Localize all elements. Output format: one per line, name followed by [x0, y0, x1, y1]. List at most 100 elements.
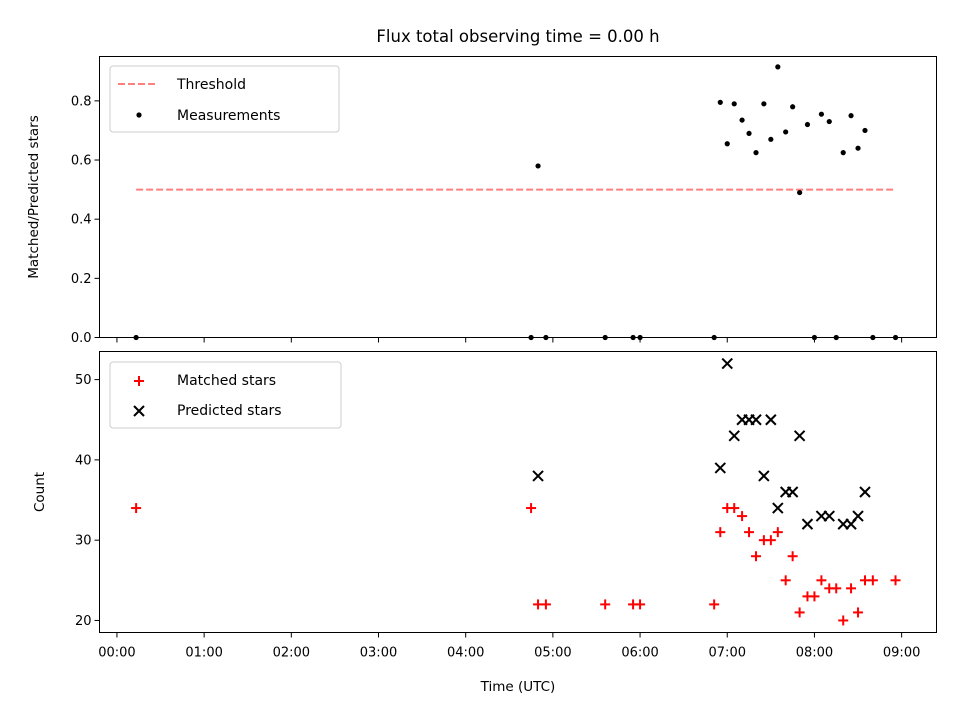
measurement-point: [761, 101, 767, 107]
matched-star-point: [831, 583, 842, 594]
ratio-legend: Threshold Measurements: [109, 65, 340, 133]
measurement-point: [790, 104, 796, 110]
matched-legend-marker: [134, 376, 144, 386]
count-y-tick-label: 20: [75, 614, 92, 629]
predicted-star-point: [859, 486, 871, 498]
measurement-point: [724, 141, 730, 147]
measurement-point: [862, 127, 868, 134]
predicted-star-point: [823, 510, 835, 522]
count-y-ticks: 20 30 40 50: [75, 373, 100, 629]
measurement-point: [768, 136, 774, 142]
ratio-y-tick-label: 0.2: [71, 272, 92, 287]
predicted-star-point: [765, 414, 777, 426]
count-x-tick-label: 02:00: [273, 646, 310, 661]
ratio-y-tick-label: 0.0: [71, 331, 92, 346]
matched-star-point: [715, 527, 726, 538]
count-x-tick-label: 01:00: [185, 646, 222, 661]
matched-star-point: [809, 591, 820, 602]
count-panel: Count Time (UTC) 20 30 40 50 00:00 01:00 02:0…: [32, 351, 937, 695]
matched-star-point: [772, 527, 783, 538]
ratio-y-tick-label: 0.4: [71, 213, 92, 228]
predicted-star-point: [714, 462, 726, 474]
matched-star-point: [635, 599, 646, 610]
count-legend: Matched stars Predicted stars: [109, 361, 342, 429]
matched-star-point: [751, 551, 762, 562]
matched-star-point: [131, 503, 142, 514]
measurement-point: [783, 129, 789, 135]
measurement-point: [804, 121, 811, 128]
count-y-tick-label: 50: [75, 373, 92, 388]
count-plot-area: [131, 357, 901, 626]
measurement-point: [840, 150, 846, 156]
matched-star-point: [737, 511, 748, 522]
measurement-point: [855, 145, 861, 151]
ratio-legend-frame: [109, 65, 340, 133]
matched-star-point: [816, 575, 827, 586]
count-axes-frame: [99, 351, 937, 633]
predicted-star-point: [852, 510, 864, 522]
predicted-star-point: [772, 502, 784, 514]
matched-star-point: [540, 599, 551, 610]
predicted-star-point: [721, 357, 733, 370]
matched-star-point: [853, 607, 864, 618]
count-y-tick-label: 40: [75, 453, 92, 468]
ratio-axes-frame: [99, 56, 937, 338]
count-x-tick-label: 03:00: [360, 646, 397, 661]
measurements-legend-marker: [136, 112, 142, 118]
legend-label-measurements: Measurements: [177, 108, 280, 124]
count-y-tick-label: 30: [75, 534, 92, 549]
matched-star-point: [729, 503, 740, 514]
predicted-star-point: [793, 430, 806, 442]
ratio-y-tick-label: 0.6: [71, 154, 92, 169]
predicted-star-point: [728, 430, 740, 442]
matched-star-point: [765, 535, 776, 546]
ratio-y-ticks: 0.0 0.2 0.4 0.6 0.8: [71, 94, 100, 346]
measurement-point: [826, 118, 832, 125]
measurement-point: [775, 64, 781, 70]
predicted-star-point: [801, 518, 814, 530]
ratio-y-tick-label: 0.8: [71, 94, 92, 109]
measurement-point: [717, 99, 723, 105]
legend-label-threshold: Threshold: [176, 77, 246, 93]
legend-label-predicted: Predicted stars: [177, 403, 282, 419]
chart-title: Flux total observing time = 0.00 h: [376, 27, 659, 46]
predicted-star-point: [786, 486, 799, 498]
count-x-tick-label: 06:00: [621, 646, 658, 661]
matched-star-point: [846, 583, 857, 594]
measurement-point: [739, 117, 745, 123]
matched-star-point: [709, 599, 720, 610]
matched-star-point: [867, 575, 878, 586]
matched-star-point: [787, 551, 798, 562]
count-x-ticks: 00:00 01:00 02:00 03:00 04:00 05:00 06:00 07:00…: [98, 632, 920, 661]
measurement-point: [746, 130, 752, 137]
measurement-point: [848, 113, 854, 119]
measurement-point: [797, 189, 803, 196]
predicted-star-point: [532, 470, 544, 482]
count-x-tick-label: 05:00: [534, 646, 571, 661]
matched-star-point: [744, 527, 755, 538]
measurement-point: [753, 150, 759, 156]
count-x-tick-label: 08:00: [796, 646, 833, 661]
count-x-tick-label: 07:00: [709, 646, 746, 661]
count-legend-frame: [109, 361, 342, 429]
ratio-panel: Flux total observing time = 0.00 h Match…: [26, 27, 937, 346]
count-x-tick-label: 04:00: [447, 646, 484, 661]
matched-star-point: [780, 575, 791, 586]
count-y-axis-label: Count: [32, 472, 48, 512]
predicted-star-point: [758, 470, 770, 482]
matched-star-point: [794, 607, 805, 618]
ratio-y-axis-label: Matched/Predicted stars: [26, 115, 42, 278]
predicted-star-point: [750, 414, 762, 426]
count-x-tick-label: 09:00: [883, 646, 920, 661]
matched-star-point: [890, 575, 901, 586]
measurement-point: [818, 111, 825, 117]
matched-star-point: [600, 599, 611, 610]
matched-star-point: [526, 503, 537, 514]
matched-star-point: [838, 615, 849, 626]
measurement-point: [535, 163, 541, 169]
predicted-legend-marker: [133, 405, 145, 417]
legend-label-matched: Matched stars: [177, 373, 276, 389]
count-x-axis-label: Time (UTC): [480, 679, 556, 695]
count-x-tick-label: 00:00: [98, 646, 135, 661]
